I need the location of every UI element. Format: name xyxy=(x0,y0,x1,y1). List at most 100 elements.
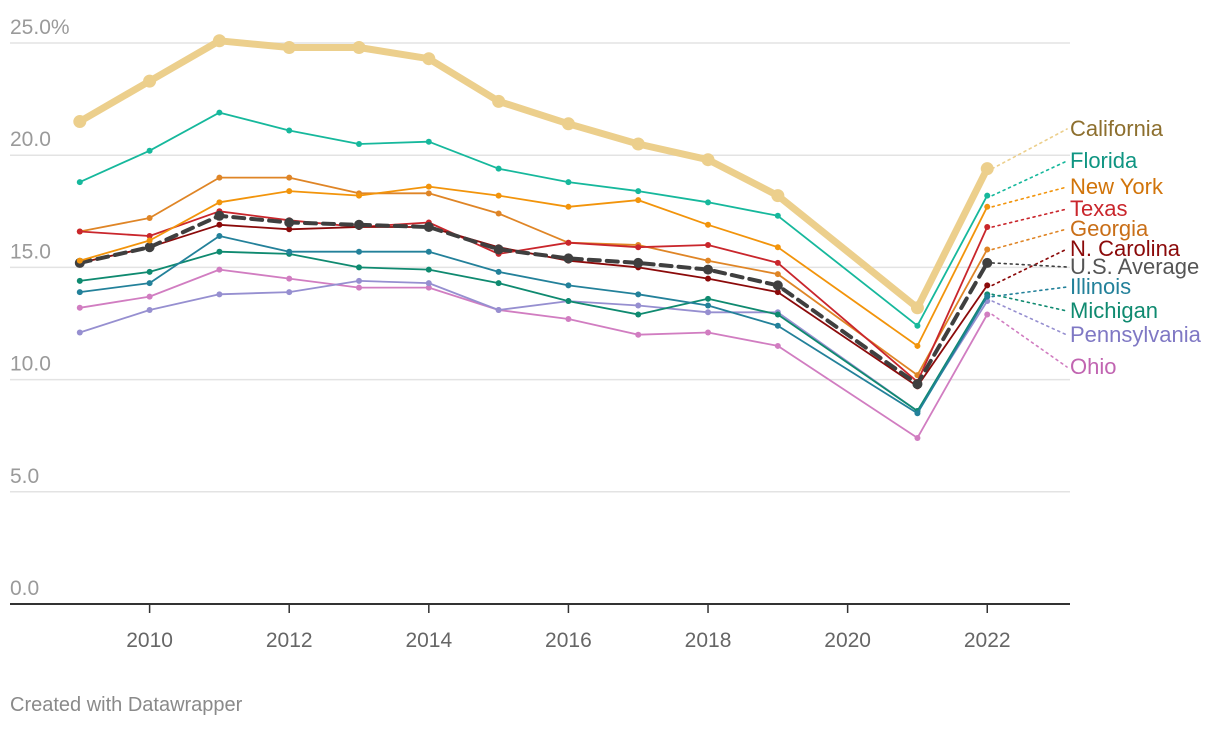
series-texas xyxy=(76,208,991,385)
data-point xyxy=(146,268,153,275)
data-point xyxy=(565,298,572,305)
y-tick-label: 15.0 xyxy=(10,240,51,263)
data-point xyxy=(565,239,572,246)
data-point xyxy=(286,226,293,233)
y-tick-label: 5.0 xyxy=(10,465,39,488)
data-point xyxy=(216,221,223,228)
data-point xyxy=(76,257,83,264)
data-point xyxy=(216,248,223,255)
data-point xyxy=(495,268,502,275)
data-point xyxy=(984,246,991,253)
data-point xyxy=(565,282,572,289)
data-point xyxy=(565,316,572,323)
x-tick-label: 2012 xyxy=(266,629,313,652)
y-tick-label: 25.0% xyxy=(10,16,70,39)
data-point xyxy=(286,289,293,296)
data-point xyxy=(774,259,781,266)
data-point xyxy=(422,52,436,66)
x-tick-label: 2014 xyxy=(405,629,452,652)
data-point xyxy=(705,257,712,264)
leader-line xyxy=(991,128,1068,170)
data-point xyxy=(425,266,432,273)
data-point xyxy=(352,40,366,54)
data-point xyxy=(495,280,502,287)
leader-line xyxy=(991,313,1068,368)
gridlines xyxy=(10,42,1070,493)
data-point xyxy=(216,266,223,273)
data-point xyxy=(286,248,293,255)
data-point xyxy=(425,248,432,255)
data-point xyxy=(495,210,502,217)
data-point xyxy=(774,271,781,278)
data-point xyxy=(561,117,575,131)
data-point xyxy=(144,242,155,253)
series-line-pennsylvania xyxy=(78,279,989,412)
data-point xyxy=(565,203,572,210)
data-point xyxy=(701,153,715,167)
data-point xyxy=(635,244,642,251)
data-point xyxy=(356,248,363,255)
data-point xyxy=(76,179,83,186)
data-point xyxy=(705,199,712,206)
data-point xyxy=(146,280,153,287)
data-point xyxy=(914,410,921,417)
series-florida xyxy=(76,109,991,329)
y-tick-label: 0.0 xyxy=(10,577,39,600)
data-point xyxy=(631,137,645,151)
end-label-california: California xyxy=(1070,116,1164,141)
x-tick-label: 2022 xyxy=(964,629,1011,652)
data-point xyxy=(495,307,502,314)
data-point xyxy=(705,221,712,228)
data-point xyxy=(73,115,87,129)
end-label-pennsylvania: Pennsylvania xyxy=(1070,322,1202,347)
series-california xyxy=(73,34,994,315)
data-point xyxy=(705,309,712,316)
data-point xyxy=(984,293,991,300)
data-point xyxy=(984,203,991,210)
y-tick-label: 10.0 xyxy=(10,353,51,376)
data-point xyxy=(216,291,223,298)
end-label-florida: Florida xyxy=(1070,148,1138,173)
data-point xyxy=(216,199,223,206)
series-pennsylvania xyxy=(76,277,991,415)
data-point xyxy=(425,183,432,190)
data-point xyxy=(914,434,921,441)
data-point xyxy=(425,280,432,287)
data-point xyxy=(216,174,223,181)
data-point xyxy=(774,322,781,329)
data-point xyxy=(286,188,293,195)
data-point xyxy=(635,302,642,309)
data-point xyxy=(635,331,642,338)
series-michigan xyxy=(76,248,991,415)
leader-line xyxy=(991,248,1068,287)
data-point xyxy=(356,284,363,291)
end-label-u-s-average: U.S. Average xyxy=(1070,254,1199,279)
data-point xyxy=(76,277,83,284)
leader-line xyxy=(991,262,1068,268)
data-point xyxy=(772,280,783,291)
data-point xyxy=(774,289,781,296)
data-point xyxy=(146,232,153,239)
data-point xyxy=(284,217,295,228)
series-line-texas xyxy=(78,210,989,383)
line-chart: 25.0% 20.0 15.0 10.0 5.0 0.0 2010 2012 2014 2016… xyxy=(10,16,1202,652)
series-illinois xyxy=(76,232,991,417)
data-point xyxy=(774,342,781,349)
data-point xyxy=(635,188,642,195)
data-point xyxy=(214,210,225,221)
data-point xyxy=(146,307,153,314)
leader-line xyxy=(991,208,1068,228)
data-point xyxy=(146,237,153,244)
data-point xyxy=(774,244,781,251)
data-point xyxy=(76,289,83,296)
data-point xyxy=(146,293,153,300)
data-point xyxy=(635,311,642,318)
end-label-texas: Texas xyxy=(1070,196,1127,221)
series-new-york xyxy=(76,183,991,349)
data-point xyxy=(286,275,293,282)
leader-line xyxy=(991,186,1068,208)
data-point xyxy=(984,192,991,199)
leader-line xyxy=(991,286,1068,298)
